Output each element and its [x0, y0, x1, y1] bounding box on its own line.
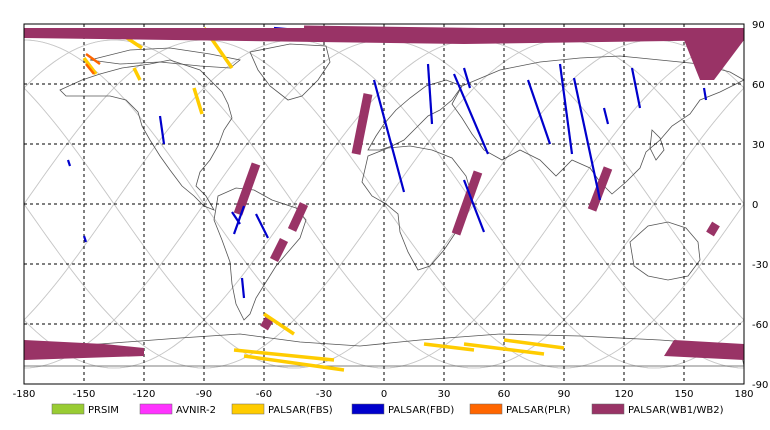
x-tick-label: -150	[73, 389, 96, 400]
landmass-north-america	[59, 59, 233, 211]
swath-palsar-fbd	[452, 73, 490, 155]
swath-palsar-wb	[269, 237, 289, 263]
legend-label: PALSAR(FBD)	[388, 405, 454, 416]
swath-palsar-fbs	[233, 348, 335, 362]
swath-palsar-fbd	[82, 235, 88, 243]
graticule	[24, 24, 744, 384]
swath-palsar-fbs	[503, 338, 565, 350]
legend-swatch	[139, 403, 173, 415]
swath-palsar-wb	[287, 202, 309, 232]
landmass-australia	[629, 221, 701, 281]
x-tick-label: 30	[438, 389, 451, 400]
acquisition-swaths	[24, 25, 744, 372]
x-tick-label: 120	[614, 389, 633, 400]
coastlines	[23, 43, 745, 367]
swath-palsar-wb	[706, 221, 720, 237]
swath-palsar-wb	[24, 340, 144, 360]
swath-palsar-fbd	[426, 63, 434, 125]
legend-label: PALSAR(PLR)	[506, 405, 571, 416]
x-tick-labels: -180 -150 -120 -90 -60 -30 0 30 60 90 120 150 180	[13, 389, 754, 400]
y-tick-label: -60	[752, 320, 768, 331]
legend-swatch	[51, 403, 85, 415]
swath-palsar-wb	[351, 93, 373, 155]
y-tick-label: 30	[752, 140, 765, 151]
swath-palsar-fbd	[372, 79, 406, 193]
y-tick-label: 60	[752, 80, 765, 91]
legend-swatch	[351, 403, 385, 415]
swath-palsar-fbd	[158, 115, 166, 145]
x-tick-label: 180	[734, 389, 753, 400]
swath-palsar-fbd	[572, 77, 602, 201]
y-tick-labels: 90 60 30 0 -30 -60 -90	[752, 20, 768, 391]
legend-label: PALSAR(WB1/WB2)	[628, 405, 724, 416]
swath-palsar-fbd	[232, 205, 246, 235]
swath-palsar-fbs	[463, 342, 545, 356]
swath-palsar-wb	[451, 170, 483, 236]
swath-palsar-fbd	[702, 87, 708, 101]
swath-palsar-wb	[233, 162, 261, 216]
landmass-japan	[649, 129, 665, 161]
x-tick-label: -120	[133, 389, 156, 400]
swath-palsar-fbd	[255, 213, 269, 239]
x-tick-label: 150	[674, 389, 693, 400]
swath-palsar-wb	[664, 340, 744, 360]
swath-palsar-fbd	[462, 67, 472, 89]
y-tick-label: -90	[752, 380, 768, 391]
x-tick-label: -30	[316, 389, 332, 400]
legend-label: AVNIR-2	[176, 405, 216, 416]
swath-palsar-fbd	[526, 79, 552, 145]
legend-swatch	[591, 403, 625, 415]
legend-swatch	[231, 403, 265, 415]
x-tick-label: -90	[196, 389, 212, 400]
legend: PRSIM AVNIR-2 PALSAR(FBS) PALSAR(FBD) PALSAR…	[51, 403, 724, 416]
y-tick-label: -30	[752, 260, 768, 271]
x-tick-label: 60	[498, 389, 511, 400]
swath-palsar-fbs	[243, 354, 345, 372]
landmass-antarctica	[23, 333, 745, 367]
swath-palsar-fbs	[82, 56, 98, 76]
swath-palsar-fbd	[462, 179, 486, 233]
x-tick-label: -60	[256, 389, 272, 400]
legend-label: PRSIM	[88, 405, 119, 416]
swath-palsar-plr	[85, 63, 95, 75]
swath-palsar-fbs	[423, 342, 475, 352]
landmass-greenland	[249, 43, 331, 101]
landmass-asia	[451, 55, 745, 195]
swath-palsar-fbd	[630, 67, 642, 109]
swath-palsar-wb	[260, 315, 274, 331]
y-tick-label: 90	[752, 20, 765, 31]
swath-palsar-wb	[24, 28, 744, 44]
swath-palsar-wb	[587, 166, 613, 212]
landmass-africa	[361, 145, 473, 271]
y-tick-label: 0	[752, 200, 758, 211]
swath-palsar-fbd	[66, 159, 72, 167]
x-tick-label: 0	[381, 389, 387, 400]
x-tick-label: 90	[558, 389, 571, 400]
swath-palsar-fbs	[132, 67, 142, 81]
swath-palsar-fbd	[602, 107, 610, 125]
map-frame	[23, 23, 745, 385]
x-tick-label: -180	[13, 389, 36, 400]
legend-label: PALSAR(FBS)	[268, 405, 333, 416]
swath-palsar-wb	[684, 40, 744, 80]
swath-palsar-fbs	[263, 312, 295, 336]
swath-palsar-fbs	[192, 87, 204, 115]
legend-swatch	[469, 403, 503, 415]
swath-palsar-plr	[85, 52, 101, 66]
landmass-south-america	[213, 187, 307, 321]
landmass-arctic-islands	[89, 47, 241, 69]
swath-palsar-fbd	[558, 63, 574, 155]
swath-palsar-fbd	[240, 277, 246, 299]
landmass-europe	[367, 79, 463, 151]
